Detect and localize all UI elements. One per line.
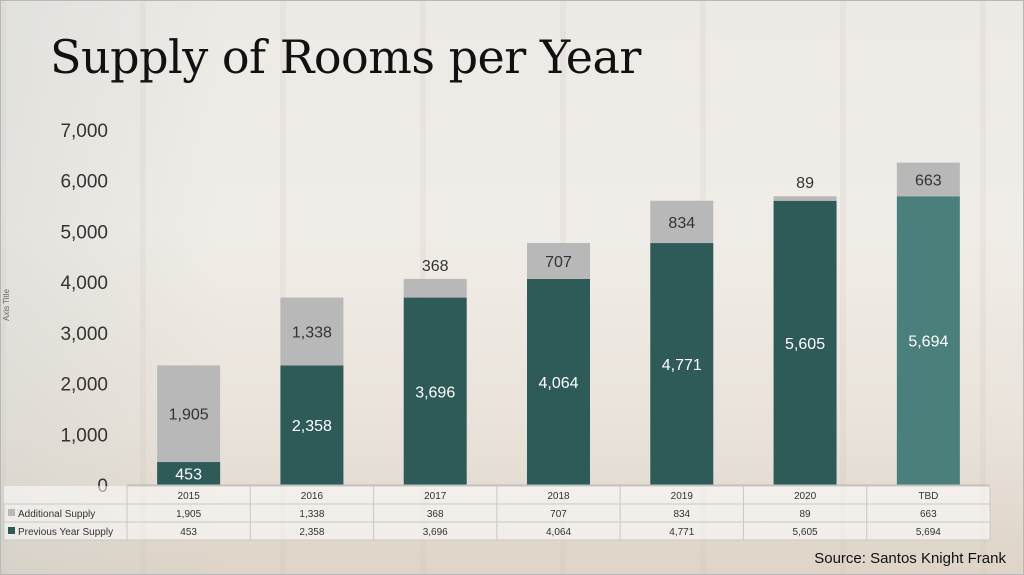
data-label-additional-supply: 89: [796, 175, 814, 192]
bar-additional-supply: [650, 200, 714, 244]
data-table-value: 4,064: [546, 527, 571, 538]
data-table-value: 3,696: [423, 527, 448, 538]
slide-title: Supply of Rooms per Year: [50, 30, 641, 84]
data-label-previous-supply: 453: [175, 467, 202, 484]
bar-previous-supply: [650, 243, 714, 485]
bar-previous-supply: [403, 297, 467, 485]
data-table-value: 663: [920, 509, 937, 520]
data-table-value: 707: [550, 509, 567, 520]
y-tick-label: 7,000: [60, 121, 108, 142]
data-table-value: 1,905: [176, 509, 201, 520]
x-category-label: 2018: [547, 491, 570, 502]
x-category-label: 2017: [424, 491, 447, 502]
data-label-additional-supply: 1,338: [292, 324, 332, 341]
x-category-label: 2019: [671, 491, 694, 502]
data-table-value: 89: [800, 509, 812, 520]
x-category-label: 2015: [178, 491, 201, 502]
data-label-additional-supply: 834: [668, 215, 695, 232]
data-label-previous-supply: 5,605: [785, 336, 825, 353]
data-table-value: 5,694: [916, 527, 941, 538]
bar-previous-supply: [773, 200, 837, 485]
data-label-additional-supply: 663: [915, 172, 942, 189]
bar-additional-supply: [527, 243, 590, 279]
bar-additional-supply: [280, 297, 344, 366]
x-category-label: 2020: [794, 491, 817, 502]
y-axis-title: Axis Title: [2, 288, 11, 321]
data-table-value: 834: [673, 509, 690, 520]
y-tick-label: 5,000: [60, 222, 108, 243]
data-label-previous-supply: 5,694: [908, 334, 948, 351]
legend-swatch: [8, 527, 15, 534]
data-label-previous-supply: 3,696: [415, 384, 455, 401]
y-tick-label: 1,000: [60, 425, 108, 446]
x-category-label: TBD: [918, 491, 938, 502]
x-category-label: 2016: [301, 491, 324, 502]
data-table-value: 5,605: [793, 527, 818, 538]
bar-additional-supply: [157, 365, 221, 463]
data-table-value: 453: [180, 527, 197, 538]
legend-series-name: Previous Year Supply: [18, 527, 113, 538]
data-table-value: 368: [427, 509, 444, 520]
data-table-value: 1,338: [299, 509, 324, 520]
y-tick-label: 3,000: [60, 324, 108, 345]
source-note: Source: Santos Knight Frank: [814, 550, 1006, 567]
data-table-value: 4,771: [669, 527, 694, 538]
y-tick-label: 2,000: [60, 375, 108, 396]
data-label-previous-supply: 2,358: [292, 418, 332, 435]
bar-previous-supply: [280, 365, 344, 485]
bar-previous-supply: [896, 196, 960, 486]
bar-additional-supply: [403, 278, 467, 298]
bar-previous-supply: [157, 462, 221, 485]
legend-swatch: [8, 509, 15, 516]
bar-additional-supply: [896, 162, 960, 197]
data-label-previous-supply: 4,064: [538, 375, 578, 392]
data-label-additional-supply: 707: [545, 254, 572, 271]
bar-additional-supply: [773, 196, 837, 201]
data-table-value: 2,358: [299, 527, 324, 538]
legend-series-name: Additional Supply: [18, 509, 95, 520]
data-label-additional-supply: 368: [422, 258, 449, 275]
y-tick-label: 6,000: [60, 172, 108, 193]
data-label-additional-supply: 1,905: [169, 407, 209, 424]
y-tick-label: 4,000: [60, 273, 108, 294]
bar-previous-supply: [527, 278, 590, 485]
data-label-previous-supply: 4,771: [662, 357, 702, 374]
